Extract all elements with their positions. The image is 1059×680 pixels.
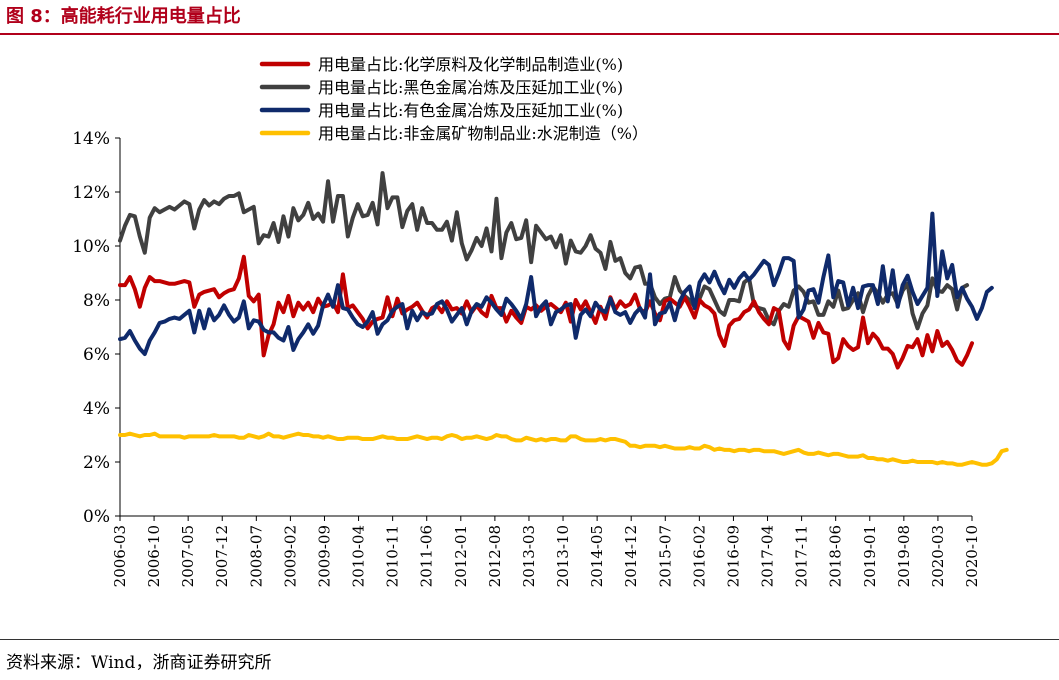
y-tick-label: 14% xyxy=(72,129,110,149)
series-line-3 xyxy=(118,211,994,356)
source-note: 资料来源：Wind，浙商证券研究所 xyxy=(6,653,272,673)
x-tick-label: 2006-10 xyxy=(145,525,163,587)
legend: 用电量占比:化学原料及化学制品制造业(%) 用电量占比:黑色金属冶炼及压延加工业(… xyxy=(259,55,648,143)
x-tick-label: 2017-11 xyxy=(793,525,811,587)
y-tick-label: 12% xyxy=(72,183,110,203)
x-tick-label: 2007-05 xyxy=(179,525,197,587)
x-tick-label: 2009-02 xyxy=(281,525,299,587)
x-tick-label: 2009-09 xyxy=(315,525,333,587)
x-tick-label: 2016-02 xyxy=(690,525,708,587)
figure-title: 图 8：高能耗行业用电量占比 xyxy=(6,6,241,27)
series-line-4 xyxy=(118,431,1009,467)
x-tick-label: 2020-03 xyxy=(929,525,947,587)
x-axis: 2006-03 2006-10 2007-05 2007-12 2008-07 2009-… xyxy=(111,515,981,587)
legend-label-1: 用电量占比:化学原料及化学制品制造业(%) xyxy=(318,55,623,74)
legend-label-2: 用电量占比:黑色金属冶炼及压延加工业(%) xyxy=(318,78,623,97)
y-tick-label: 6% xyxy=(83,345,110,365)
series-layer xyxy=(118,171,1009,467)
title-divider xyxy=(0,33,1059,35)
y-axis: 0% 2% 4% 6% 8% 10% 12% 14% xyxy=(72,129,121,527)
x-tick-label: 2019-08 xyxy=(895,525,913,587)
x-tick-label: 2014-12 xyxy=(622,525,640,587)
y-tick-label: 4% xyxy=(83,399,110,419)
source-divider xyxy=(0,639,1059,640)
x-tick-label: 2017-04 xyxy=(759,525,777,587)
legend-label-3: 用电量占比:有色金属冶炼及压延加工业(%) xyxy=(318,101,623,120)
x-tick-label: 2010-11 xyxy=(384,525,402,587)
x-tick-label: 2015-07 xyxy=(656,525,674,587)
y-tick-label: 0% xyxy=(83,507,110,527)
y-tick-label: 2% xyxy=(83,453,110,473)
x-tick-label: 2011-06 xyxy=(418,525,436,587)
x-tick-label: 2020-10 xyxy=(963,525,981,587)
x-tick-label: 2006-03 xyxy=(111,525,129,587)
x-tick-label: 2007-12 xyxy=(213,525,231,587)
x-tick-label: 2013-10 xyxy=(554,525,572,587)
x-tick-label: 2018-06 xyxy=(827,525,845,587)
x-tick-label: 2012-01 xyxy=(452,525,470,587)
x-tick-label: 2012-08 xyxy=(486,525,504,587)
x-tick-label: 2010-04 xyxy=(350,525,368,587)
y-tick-label: 10% xyxy=(72,237,110,257)
legend-label-4: 用电量占比:非金属矿物制品业:水泥制造（%） xyxy=(318,124,648,143)
x-tick-label: 2008-07 xyxy=(247,525,265,587)
y-tick-label: 8% xyxy=(83,291,110,311)
x-tick-label: 2014-05 xyxy=(588,525,606,587)
x-tick-label: 2019-01 xyxy=(861,525,879,587)
x-tick-label: 2016-09 xyxy=(724,525,742,587)
x-tick-label: 2013-03 xyxy=(520,525,538,587)
chart: 用电量占比:化学原料及化学制品制造业(%) 用电量占比:黑色金属冶炼及压延加工业(… xyxy=(72,55,1009,587)
series-line-2 xyxy=(118,171,970,331)
